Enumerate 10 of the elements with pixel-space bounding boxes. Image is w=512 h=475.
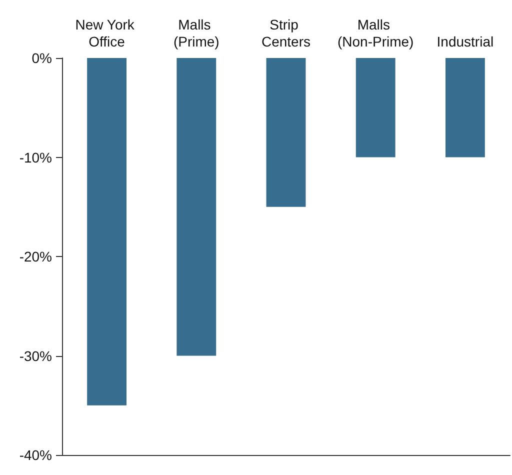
x-tick-label: New York Office: [75, 16, 138, 50]
y-tick-label: -40%: [19, 447, 52, 463]
y-tick-label: -30%: [19, 348, 52, 364]
x-tick-label: Malls (Prime): [173, 16, 220, 50]
y-tick-label: -20%: [19, 248, 52, 264]
x-tick-label: Malls (Non-Prime): [337, 16, 414, 50]
x-tick-label: Strip Centers: [261, 16, 311, 50]
y-tick-label: -10%: [19, 149, 52, 166]
x-tick-label: Industrial: [436, 34, 494, 50]
y-tick-label: 0%: [32, 50, 52, 66]
